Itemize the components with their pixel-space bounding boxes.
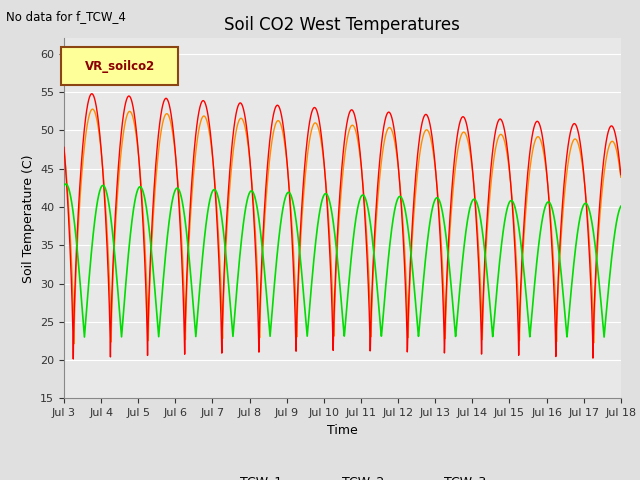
TCW_2: [298, 215, 306, 220]
TCW_1: [274, 103, 282, 108]
TCW_1: [60, 144, 68, 150]
TCW_1: [124, 94, 132, 100]
TCW_3: [298, 272, 306, 277]
Text: No data for f_TCW_4: No data for f_TCW_4: [6, 10, 126, 23]
TCW_3: [606, 268, 614, 274]
TCW_1: [617, 172, 625, 178]
Line: TCW_1: TCW_1: [64, 94, 621, 359]
TCW_1: [157, 112, 164, 118]
TCW_3: [617, 204, 625, 209]
TCW_2: [89, 106, 97, 112]
Text: VR_soilco2: VR_soilco2: [84, 60, 155, 73]
TCW_2: [274, 118, 282, 123]
TCW_3: [60, 183, 68, 189]
FancyBboxPatch shape: [61, 48, 178, 85]
TCW_1: [88, 91, 96, 96]
TCW_2: [157, 130, 164, 135]
TCW_1: [606, 124, 614, 130]
TCW_2: [70, 341, 78, 347]
Y-axis label: Soil Temperature (C): Soil Temperature (C): [22, 154, 35, 283]
Legend: TCW_1, TCW_2, TCW_3: TCW_1, TCW_2, TCW_3: [193, 470, 492, 480]
TCW_2: [124, 110, 132, 116]
TCW_2: [606, 140, 614, 146]
TCW_1: [298, 200, 306, 206]
TCW_1: [70, 356, 77, 362]
TCW_2: [547, 209, 554, 215]
TCW_3: [157, 308, 164, 314]
Title: Soil CO2 West Temperatures: Soil CO2 West Temperatures: [225, 16, 460, 34]
TCW_2: [617, 174, 625, 180]
TCW_2: [60, 146, 68, 152]
TCW_3: [274, 246, 282, 252]
TCW_3: [600, 334, 608, 340]
Line: TCW_2: TCW_2: [64, 109, 621, 344]
TCW_3: [124, 259, 132, 265]
TCW_1: [547, 216, 554, 222]
TCW_3: [546, 201, 554, 206]
TCW_3: [62, 181, 70, 187]
X-axis label: Time: Time: [327, 424, 358, 437]
Line: TCW_3: TCW_3: [64, 184, 621, 337]
